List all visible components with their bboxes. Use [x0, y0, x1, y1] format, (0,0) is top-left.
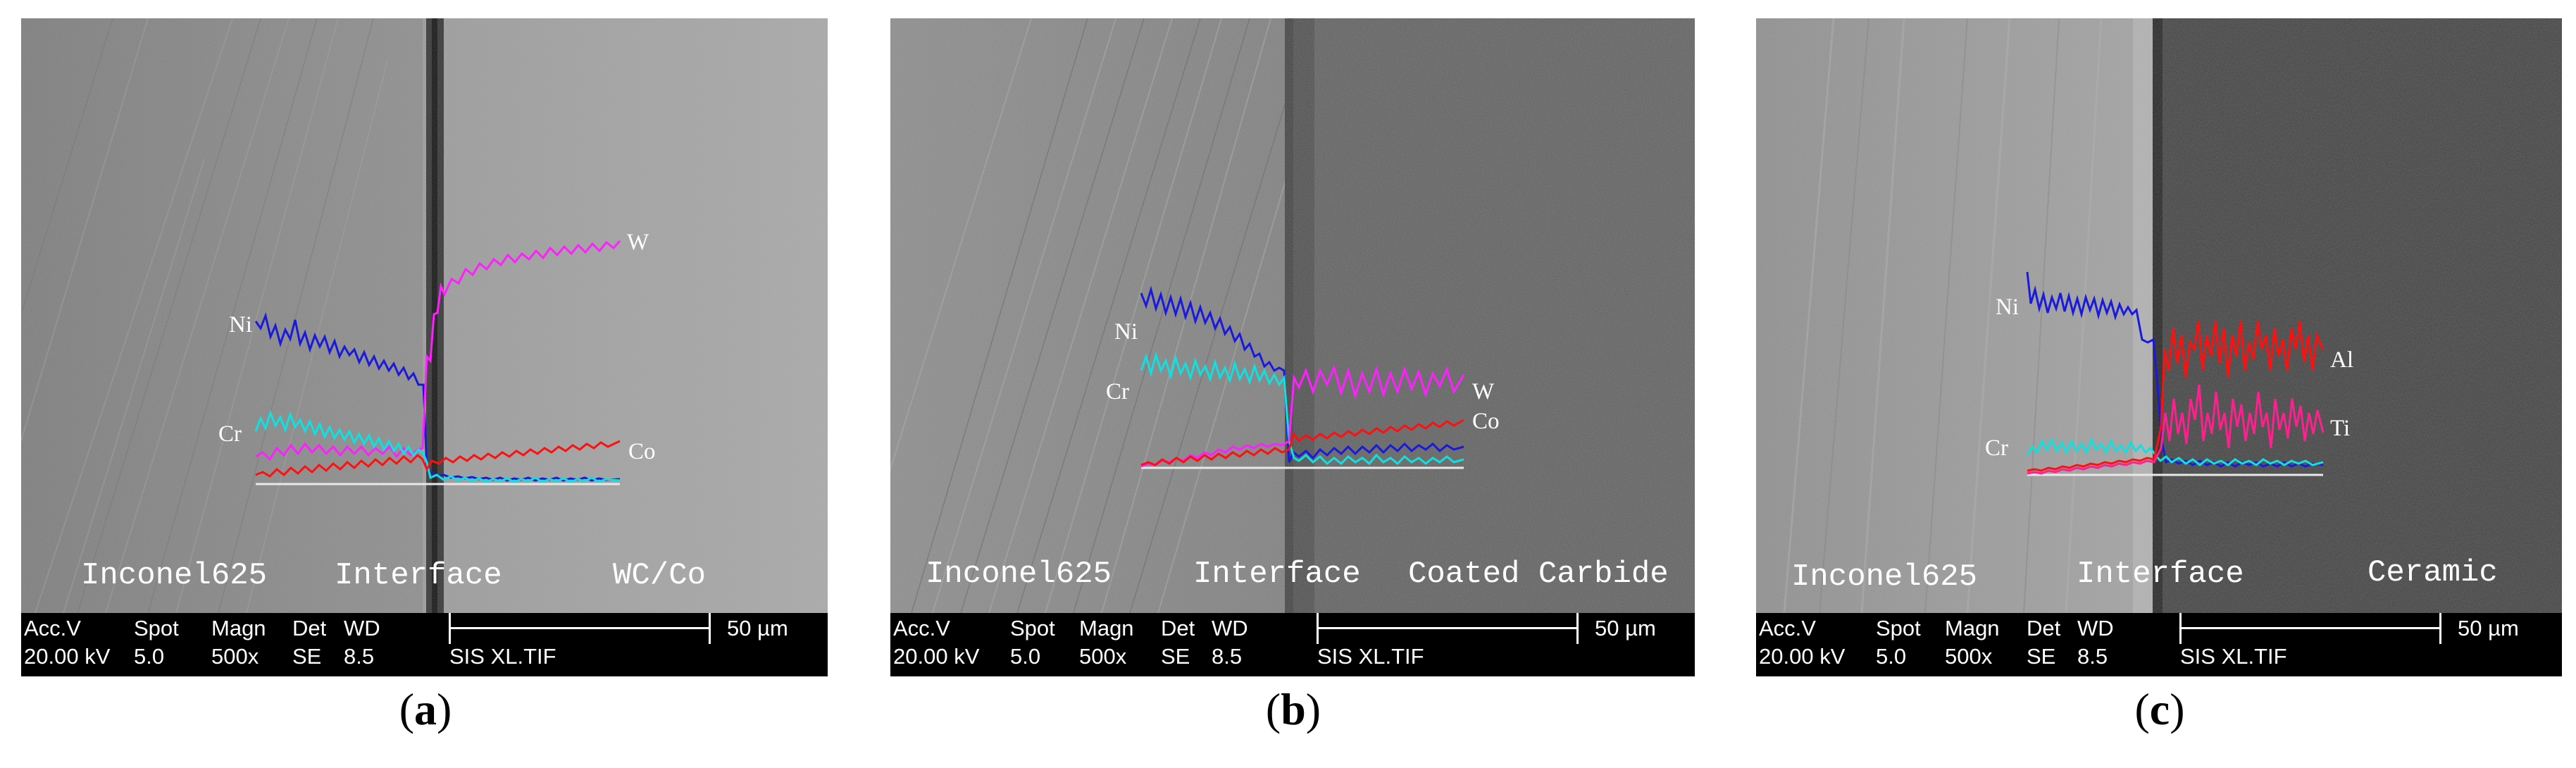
- region-label-ceramic-c: Ceramic: [2367, 555, 2498, 590]
- caption-c: (c): [2134, 684, 2185, 734]
- caption-b: (b): [1265, 684, 1321, 734]
- databar-magn-value: 500x: [211, 644, 259, 669]
- element-label-ni-b: Ni: [1114, 319, 1138, 345]
- element-label-co-a: Co: [628, 439, 656, 464]
- region-label-interface-a: Interface: [335, 558, 502, 593]
- scale-bar-right-tick: [709, 613, 711, 644]
- element-label-w-b: W: [1472, 379, 1495, 404]
- region-label-interface-b: Interface: [1193, 557, 1361, 592]
- databar-spot-label: Spot: [1010, 616, 1055, 640]
- databar-magn-label: Magn: [1079, 616, 1134, 640]
- w-profile-a: [255, 240, 621, 462]
- databar-spot-value: 5.0: [1010, 644, 1041, 669]
- region-label-inconel-a: Inconel625: [81, 558, 267, 593]
- databar-magn-value: 500x: [1945, 644, 1993, 669]
- region-label-coated-carbide-b: Coated Carbide: [1408, 557, 1669, 592]
- w-profile-b: [1140, 364, 1465, 468]
- databar-wd-value: 8.5: [344, 644, 375, 669]
- scale-bar-right-tick: [2439, 613, 2441, 644]
- region-label-interface-c: Interface: [2077, 557, 2244, 592]
- scale-bar-right-tick: [1576, 613, 1579, 644]
- databar-spot-value: 5.0: [134, 644, 165, 669]
- cr-profile-c: [2026, 437, 2324, 466]
- databar-det-label: Det: [2027, 616, 2061, 640]
- databar-wd-label: WD: [2077, 616, 2114, 640]
- databar-file: SIS XL.TIF: [1317, 644, 1424, 669]
- databar-spot-label: Spot: [134, 616, 179, 640]
- sem-image-a: Ni W Cr Co Inconel625 Interface WC/Co: [21, 18, 828, 613]
- sem-image-b: Ni Cr W Co Inconel625 Interface Coated C…: [890, 18, 1695, 613]
- element-label-cr-c: Cr: [1985, 435, 2008, 461]
- databar-det-label: Det: [292, 616, 327, 640]
- region-label-inconel-b: Inconel625: [926, 557, 1112, 592]
- ni-profile-c: [2026, 271, 2324, 468]
- ti-profile-c: [2027, 384, 2325, 475]
- databar-file: SIS XL.TIF: [449, 644, 556, 669]
- cr-profile-a: [254, 409, 621, 483]
- element-label-ni-a: Ni: [229, 312, 252, 337]
- databar-a: Acc.V Spot Magn Det WD 20.00 kV 5.0 500x…: [21, 613, 828, 676]
- databar-magn-label: Magn: [211, 616, 266, 640]
- co-profile-b: [1140, 419, 1464, 466]
- databar-b: Acc.V Spot Magn Det WD 20.00 kV 5.0 500x…: [890, 613, 1695, 676]
- element-label-co-b: Co: [1472, 409, 1500, 434]
- databar-magn-value: 500x: [1079, 644, 1127, 669]
- al-profile-c: [2027, 321, 2325, 472]
- element-label-al-c: Al: [2330, 347, 2353, 373]
- databar-spot-value: 5.0: [1876, 644, 1907, 669]
- databar-acc-value: 20.00 kV: [893, 644, 980, 669]
- databar-file: SIS XL.TIF: [2180, 644, 2287, 669]
- databar-c: Acc.V Spot Magn Det WD 20.00 kV 5.0 500x…: [1756, 613, 2562, 676]
- databar-wd-value: 8.5: [2077, 644, 2108, 669]
- scale-bar-b: [1317, 627, 1578, 629]
- scale-bar-label: 50 µm: [1595, 616, 1656, 640]
- element-label-cr-b: Cr: [1106, 379, 1129, 404]
- region-label-inconel-c: Inconel625: [1791, 559, 1977, 595]
- co-profile-a: [255, 440, 621, 478]
- databar-wd-label: WD: [1212, 616, 1248, 640]
- ni-profile-a: [254, 311, 621, 482]
- scale-bar-a: [449, 627, 710, 629]
- sem-micrograph-a: Ni W Cr Co Inconel625 Interface WC/Co: [21, 18, 828, 613]
- databar-acc-label: Acc.V: [893, 616, 950, 640]
- element-label-w-a: W: [627, 230, 649, 255]
- element-label-cr-a: Cr: [218, 421, 242, 447]
- region-label-wcco-a: WC/Co: [613, 558, 706, 593]
- sem-micrograph-b: Ni Cr W Co Inconel625 Interface Coated C…: [890, 18, 1695, 613]
- databar-acc-value: 20.00 kV: [24, 644, 111, 669]
- sem-micrograph-c: Ni Al Cr Ti Inconel625 Interface Ceramic: [1756, 18, 2562, 613]
- databar-det-value: SE: [1161, 644, 1190, 669]
- element-label-ti-c: Ti: [2330, 416, 2350, 441]
- cr-profile-b: [1140, 351, 1464, 466]
- databar-magn-label: Magn: [1945, 616, 2000, 640]
- scale-bar-label: 50 µm: [2458, 616, 2519, 640]
- databar-acc-label: Acc.V: [24, 616, 81, 640]
- scale-bar-c: [2180, 627, 2441, 629]
- databar-det-value: SE: [2027, 644, 2056, 669]
- caption-a: (a): [399, 684, 452, 734]
- databar-det-label: Det: [1161, 616, 1195, 640]
- databar-wd-value: 8.5: [1212, 644, 1243, 669]
- databar-spot-label: Spot: [1876, 616, 1921, 640]
- scale-bar-left-tick: [1317, 613, 1319, 644]
- ni-profile-b: [1140, 285, 1464, 463]
- scale-bar-left-tick: [449, 613, 451, 644]
- element-label-ni-c: Ni: [1996, 295, 2019, 320]
- databar-det-value: SE: [292, 644, 322, 669]
- scale-bar-label: 50 µm: [727, 616, 788, 640]
- sem-image-c: Ni Al Cr Ti Inconel625 Interface Ceramic: [1756, 18, 2562, 613]
- databar-acc-value: 20.00 kV: [1759, 644, 1846, 669]
- databar-acc-label: Acc.V: [1759, 616, 1816, 640]
- databar-wd-label: WD: [344, 616, 380, 640]
- scale-bar-left-tick: [2179, 613, 2182, 644]
